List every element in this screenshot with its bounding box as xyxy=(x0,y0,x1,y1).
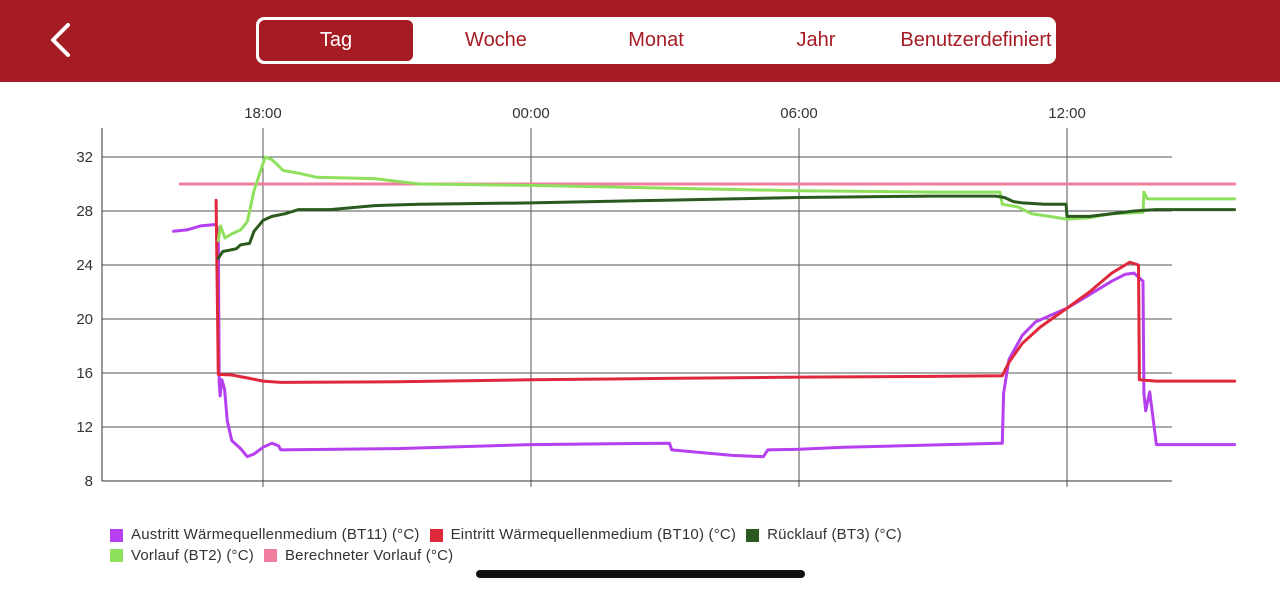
home-indicator xyxy=(476,570,805,578)
temperature-line-chart: 8 12 16 20 24 28 32 18:00 00:00 06:00 12:00 xyxy=(76,105,1237,490)
legend-item: Austritt Wärmequellenmedium (BT11) (°C) xyxy=(110,526,420,544)
y-tick-label: 24 xyxy=(76,257,93,274)
tab-woche[interactable]: Woche xyxy=(465,29,527,51)
series-line-bt3 xyxy=(216,194,1237,260)
legend-swatch xyxy=(110,528,123,542)
legend-swatch xyxy=(263,549,277,562)
tab-benutzerdefiniert[interactable]: Benutzerdefiniert xyxy=(900,29,1052,51)
legend-swatch xyxy=(746,528,760,542)
legend-swatch xyxy=(429,528,443,542)
x-tick-label: 12:00 xyxy=(1048,105,1086,122)
legend-label: Berechneter Vorlauf (°C) xyxy=(284,546,454,564)
time-range-segmented-control: Tag Woche Monat Jahr Benutzerdefiniert xyxy=(256,17,1056,64)
legend-label: Rücklauf (BT3) (°C) xyxy=(767,526,902,543)
legend-label: Austritt Wärmequellenmedium (BT11) (°C) xyxy=(131,526,420,543)
back-button[interactable] xyxy=(36,16,84,64)
top-bar: Tag Woche Monat Jahr Benutzerdefiniert xyxy=(0,0,1280,82)
y-tick-label: 32 xyxy=(76,149,93,166)
y-tick-label: 16 xyxy=(76,365,93,382)
y-tick-label: 12 xyxy=(76,419,93,436)
tab-monat[interactable]: Monat xyxy=(628,29,684,51)
chart-legend: Austritt Wärmequellenmedium (BT11) (°C) E… xyxy=(110,526,1210,567)
y-tick-label: 20 xyxy=(76,311,93,328)
legend-label: Vorlauf (BT2) (°C) xyxy=(131,546,254,564)
legend-item: Berechneter Vorlauf (°C) xyxy=(263,546,454,565)
tab-tag[interactable]: Tag xyxy=(259,20,413,61)
chevron-left-icon xyxy=(51,23,70,57)
tab-jahr[interactable]: Jahr xyxy=(796,29,836,51)
legend-swatch xyxy=(110,549,123,562)
legend-item: Eintritt Wärmequellenmedium (BT10) (°C) xyxy=(429,526,737,544)
series-line-bt11 xyxy=(172,223,1237,459)
x-tick-label: 06:00 xyxy=(780,105,818,122)
series-line-bt10 xyxy=(214,198,1237,384)
x-tick-label: 18:00 xyxy=(244,105,282,122)
y-tick-label: 8 xyxy=(85,473,93,490)
legend-label: Eintritt Wärmequellenmedium (BT10) (°C) xyxy=(450,526,737,543)
legend-item: Vorlauf (BT2) (°C) xyxy=(110,547,254,565)
legend-item: Rücklauf (BT3) (°C) xyxy=(746,526,902,544)
x-tick-label: 00:00 xyxy=(512,105,550,122)
y-tick-label: 28 xyxy=(76,203,93,220)
